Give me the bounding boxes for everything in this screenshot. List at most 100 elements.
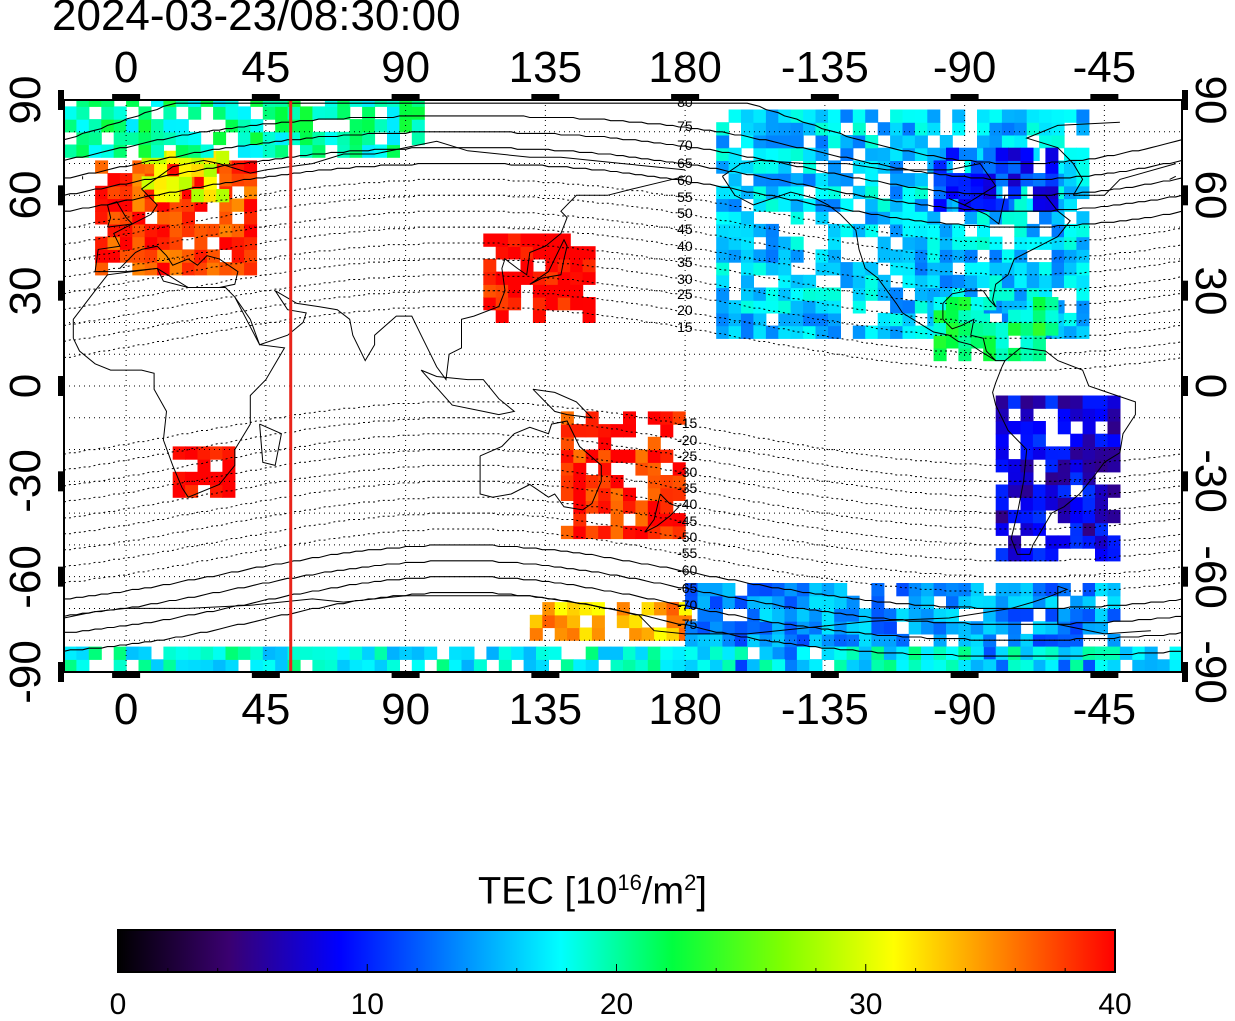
tec-cell bbox=[231, 173, 245, 187]
bottom-longitude-label: 180 bbox=[648, 685, 722, 734]
tec-cell bbox=[300, 646, 313, 660]
coastline bbox=[1073, 163, 1176, 196]
tec-cell bbox=[970, 621, 984, 635]
tec-cell bbox=[585, 449, 599, 463]
tec-cell bbox=[1132, 659, 1146, 672]
tec-cell bbox=[772, 583, 786, 597]
tec-cell bbox=[883, 621, 897, 635]
tec-cell bbox=[753, 325, 767, 339]
tec-cell bbox=[995, 621, 1009, 635]
tec-cell bbox=[741, 312, 754, 327]
colorbar-tick-label: 40 bbox=[1098, 988, 1132, 1021]
tec-cell bbox=[964, 249, 978, 263]
tec-cell bbox=[927, 109, 941, 123]
tec-cell bbox=[1057, 659, 1071, 672]
bottom-longitude-label: -135 bbox=[780, 685, 869, 734]
tec-cell bbox=[964, 262, 978, 276]
tec-cell bbox=[660, 659, 674, 672]
tec-cell bbox=[182, 223, 195, 238]
tec-cell bbox=[772, 646, 786, 660]
tec-cell bbox=[1020, 608, 1034, 622]
tec-cell bbox=[890, 262, 904, 276]
tec-cell bbox=[185, 471, 199, 486]
tec-cell bbox=[983, 659, 997, 672]
tec-cell bbox=[877, 211, 891, 225]
tec-cell bbox=[964, 147, 978, 161]
tec-cell bbox=[815, 249, 829, 263]
tec-cell bbox=[970, 198, 984, 212]
tec-cell bbox=[1169, 646, 1182, 660]
tec-cell bbox=[902, 249, 916, 263]
top-longitude-label: 45 bbox=[241, 43, 291, 92]
top-longitude-label: -45 bbox=[1072, 43, 1137, 92]
tec-cell bbox=[946, 595, 959, 609]
tec-cell bbox=[765, 262, 779, 276]
maglat-label: -45 bbox=[677, 512, 698, 529]
tec-cell bbox=[753, 249, 767, 263]
right-tick-mark bbox=[1182, 662, 1188, 682]
tec-cell bbox=[1032, 322, 1046, 336]
tec-cell bbox=[647, 449, 661, 463]
tec-cell bbox=[697, 595, 711, 609]
tec-cell bbox=[995, 497, 1009, 511]
tec-cell bbox=[520, 246, 534, 260]
tec-cell bbox=[508, 271, 522, 285]
tec-cell bbox=[809, 608, 823, 622]
tec-cell bbox=[697, 608, 711, 622]
top-tick-mark bbox=[251, 94, 280, 100]
tec-cell bbox=[200, 659, 214, 672]
tec-cell bbox=[138, 659, 152, 672]
tec-cell bbox=[570, 297, 584, 311]
tec-cell bbox=[796, 583, 810, 597]
tec-cell bbox=[1107, 535, 1121, 549]
coastline bbox=[94, 140, 686, 272]
tec-cell bbox=[175, 131, 189, 146]
tec-cell bbox=[1020, 509, 1034, 524]
tec-cell bbox=[828, 325, 841, 339]
tec-cell bbox=[508, 246, 522, 260]
tec-cell bbox=[728, 223, 742, 238]
coastline bbox=[992, 347, 1136, 555]
bottom-tick-mark bbox=[251, 672, 280, 678]
tec-cell bbox=[964, 274, 978, 289]
right-latitude-label: 0 bbox=[1186, 373, 1235, 399]
coastline bbox=[685, 585, 1069, 635]
tec-cell bbox=[1057, 484, 1071, 498]
tec-cell bbox=[1026, 236, 1040, 250]
tec-cell bbox=[647, 462, 661, 476]
tec-cell bbox=[933, 335, 947, 349]
tec-cell bbox=[610, 449, 624, 463]
tec-cell bbox=[399, 646, 413, 660]
tec-cell bbox=[933, 646, 947, 660]
tec-cell bbox=[197, 459, 211, 473]
tec-cell bbox=[582, 271, 596, 285]
tec-cell bbox=[933, 185, 947, 200]
tec-cell bbox=[1001, 109, 1015, 123]
tec-cell bbox=[877, 249, 891, 263]
tec-cell bbox=[1014, 274, 1028, 289]
maglat-label: -15 bbox=[677, 415, 698, 432]
tec-cell bbox=[1082, 659, 1096, 672]
tec-cell bbox=[374, 659, 388, 672]
tec-cell bbox=[570, 258, 584, 273]
tec-cell bbox=[557, 297, 571, 311]
colorbar-tick-label: 10 bbox=[350, 988, 384, 1021]
tec-cell bbox=[939, 223, 953, 238]
tec-cell bbox=[1032, 583, 1046, 597]
tec-cell bbox=[560, 487, 574, 501]
tec-cell bbox=[144, 249, 158, 263]
tec-cell bbox=[890, 300, 904, 314]
tec-cell bbox=[138, 119, 152, 133]
left-tick-mark bbox=[58, 280, 64, 301]
tec-cell bbox=[989, 274, 1003, 289]
tec-cell bbox=[647, 646, 661, 660]
tec-cell bbox=[927, 249, 941, 263]
tec-cell bbox=[1095, 408, 1108, 422]
tec-cell bbox=[778, 198, 792, 212]
tec-cell bbox=[598, 525, 612, 540]
tec-cell bbox=[840, 262, 854, 276]
tec-cell bbox=[1107, 595, 1121, 609]
tec-cell bbox=[610, 659, 624, 672]
tec-cell bbox=[995, 595, 1009, 609]
tec-cell bbox=[1020, 408, 1034, 422]
